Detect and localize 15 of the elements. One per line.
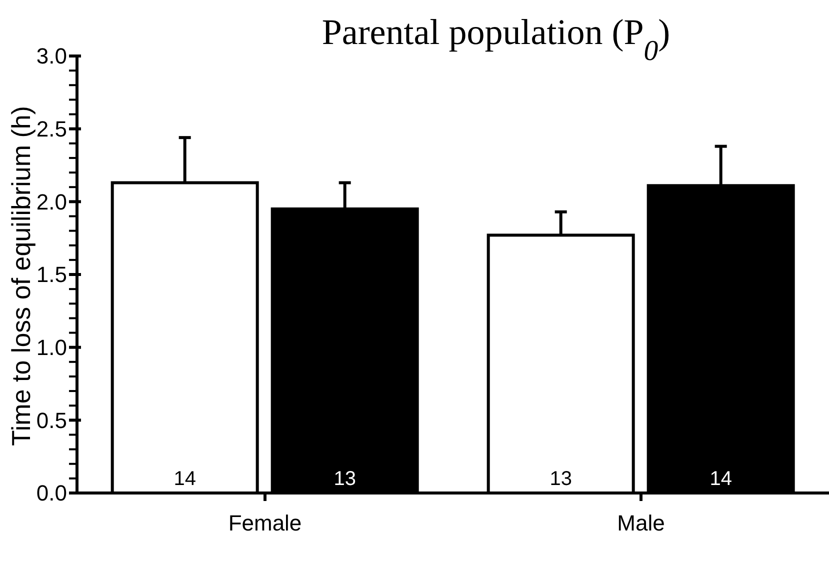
y-tick-label: 1.5 (36, 262, 67, 288)
annotation: 13 (334, 468, 356, 490)
y-tick-label: 2.0 (36, 189, 67, 214)
annotation: 14 (174, 468, 196, 490)
x-tick-label: Male (617, 510, 665, 536)
y-tick-label: 3.0 (36, 44, 67, 69)
x-tick-label: Female (228, 510, 302, 536)
annotation: 13 (550, 468, 572, 490)
y-tick-label: 1.0 (36, 335, 67, 360)
y-tick-label: 2.5 (36, 116, 67, 142)
y-tick-label: 0.5 (36, 408, 67, 433)
chart-title: Parental population (P$_{0}$) (322, 12, 670, 67)
y-tick-label: 0.0 (36, 480, 67, 506)
y-axis-title: Time to loss of equilibrium (h) (6, 106, 36, 446)
annotation: 14 (710, 468, 732, 490)
